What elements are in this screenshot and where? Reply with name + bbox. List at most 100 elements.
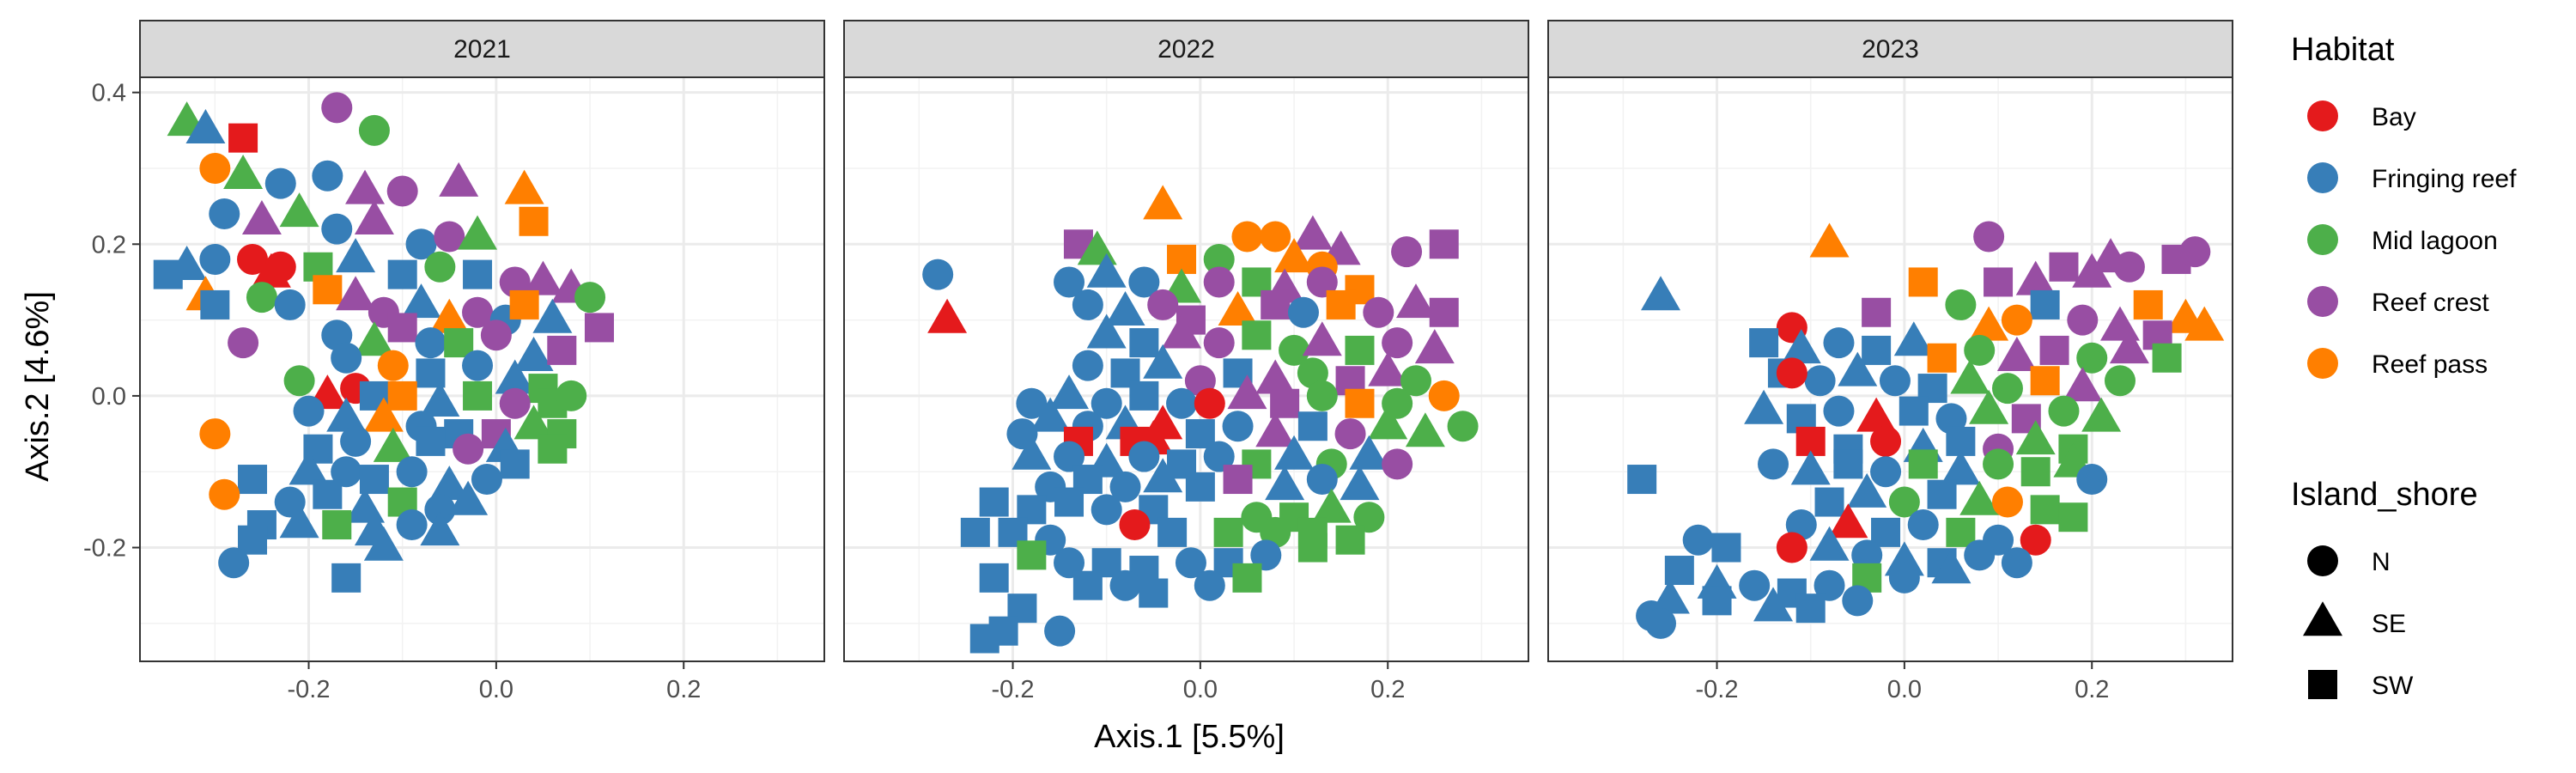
data-point <box>1400 365 1431 397</box>
data-point <box>1270 388 1300 418</box>
data-point <box>462 296 494 328</box>
data-point <box>283 365 315 397</box>
panel-border <box>843 76 1529 662</box>
island-shore-legend-title: Island_shore <box>2291 477 2478 513</box>
data-point <box>1391 236 1423 268</box>
data-point <box>2049 252 2079 282</box>
data-point <box>238 525 268 555</box>
data-point <box>424 494 456 526</box>
data-point <box>1973 221 2005 253</box>
data-point <box>1908 267 1938 297</box>
data-point <box>289 450 329 485</box>
data-point <box>584 313 614 343</box>
data-point <box>354 321 394 356</box>
points-2023 <box>1627 221 2225 639</box>
data-point <box>1776 357 1807 389</box>
legend-key <box>2307 286 2338 317</box>
data-point <box>513 336 554 371</box>
data-point <box>1950 359 1990 394</box>
data-point <box>2020 524 2051 556</box>
data-point <box>2152 343 2182 373</box>
data-point <box>1143 185 1183 220</box>
legend-item: Reef pass <box>2307 348 2488 379</box>
y-tick-label: 0.2 <box>92 231 126 259</box>
data-point <box>1030 397 1071 432</box>
data-point <box>331 342 362 374</box>
x-tick-label: 0.0 <box>479 676 513 703</box>
data-point <box>1128 441 1160 472</box>
data-point <box>1862 297 1892 327</box>
data-point <box>1139 578 1169 608</box>
data-point <box>1242 320 1272 350</box>
data-point <box>1405 412 1445 447</box>
facet-strip-label: 2023 <box>1862 35 1919 64</box>
data-point <box>471 464 502 496</box>
data-point <box>1809 222 1850 258</box>
data-point <box>218 547 250 579</box>
legend-item: Bay <box>2307 100 2416 131</box>
facet-strip-label: 2021 <box>453 35 511 64</box>
data-point <box>1274 238 1315 273</box>
data-point <box>1274 435 1315 470</box>
data-point <box>1227 374 1267 410</box>
data-point <box>279 192 319 228</box>
data-point <box>1255 412 1296 447</box>
data-point <box>1991 373 2023 405</box>
data-point <box>1862 335 1892 365</box>
legend-item: SE <box>2303 601 2406 638</box>
data-point <box>1871 517 1901 547</box>
data-point <box>1870 456 1902 488</box>
data-point <box>387 380 417 411</box>
data-point <box>313 275 343 305</box>
data-point <box>359 465 389 495</box>
data-point <box>293 395 325 427</box>
data-point <box>1984 267 2014 297</box>
data-point <box>1054 487 1084 517</box>
data-point <box>153 259 183 289</box>
data-point <box>1147 289 1179 320</box>
data-point <box>1664 556 1694 586</box>
legend-key <box>2307 348 2338 379</box>
data-point <box>453 433 484 465</box>
data-point <box>1086 313 1127 349</box>
data-point <box>326 397 367 432</box>
data-point <box>1946 517 1976 547</box>
data-point <box>2076 464 2108 496</box>
data-point <box>279 503 319 539</box>
data-point <box>1991 486 2023 518</box>
data-point <box>1382 448 1413 480</box>
legend-item: Fringing reef <box>2307 162 2517 193</box>
data-point <box>1996 336 2037 371</box>
data-point <box>1162 313 1202 349</box>
data-point <box>2030 289 2060 320</box>
legend-key <box>2307 162 2338 193</box>
data-point <box>420 511 460 546</box>
data-point <box>1711 533 1741 563</box>
data-point <box>1809 526 1850 561</box>
data-point <box>228 327 259 359</box>
data-point <box>2076 342 2108 374</box>
data-point <box>1842 585 1874 617</box>
data-point <box>2072 253 2112 288</box>
data-point <box>358 114 390 146</box>
data-point <box>241 199 282 234</box>
data-point <box>1086 253 1127 288</box>
data-point <box>321 213 353 245</box>
data-point <box>1753 587 1794 622</box>
x-tick-label: -0.2 <box>992 676 1035 703</box>
data-point <box>322 510 352 540</box>
data-point <box>1804 365 1836 397</box>
data-point <box>1414 329 1455 364</box>
x-axis: -0.2 0.0 0.2 -0.2 0.0 0.2 -0.2 0.0 0.2 <box>288 661 2109 703</box>
data-point <box>509 289 539 320</box>
data-point <box>1969 389 2009 424</box>
x-axis-title: Axis.1 [5.5%] <box>1094 719 1285 755</box>
facet-panel-2021: 2021 <box>139 20 825 662</box>
data-point <box>960 517 990 547</box>
data-point <box>1109 569 1141 601</box>
points-2021 <box>153 92 614 593</box>
data-point <box>2179 236 2211 268</box>
data-point <box>415 327 447 359</box>
data-point <box>312 160 343 192</box>
